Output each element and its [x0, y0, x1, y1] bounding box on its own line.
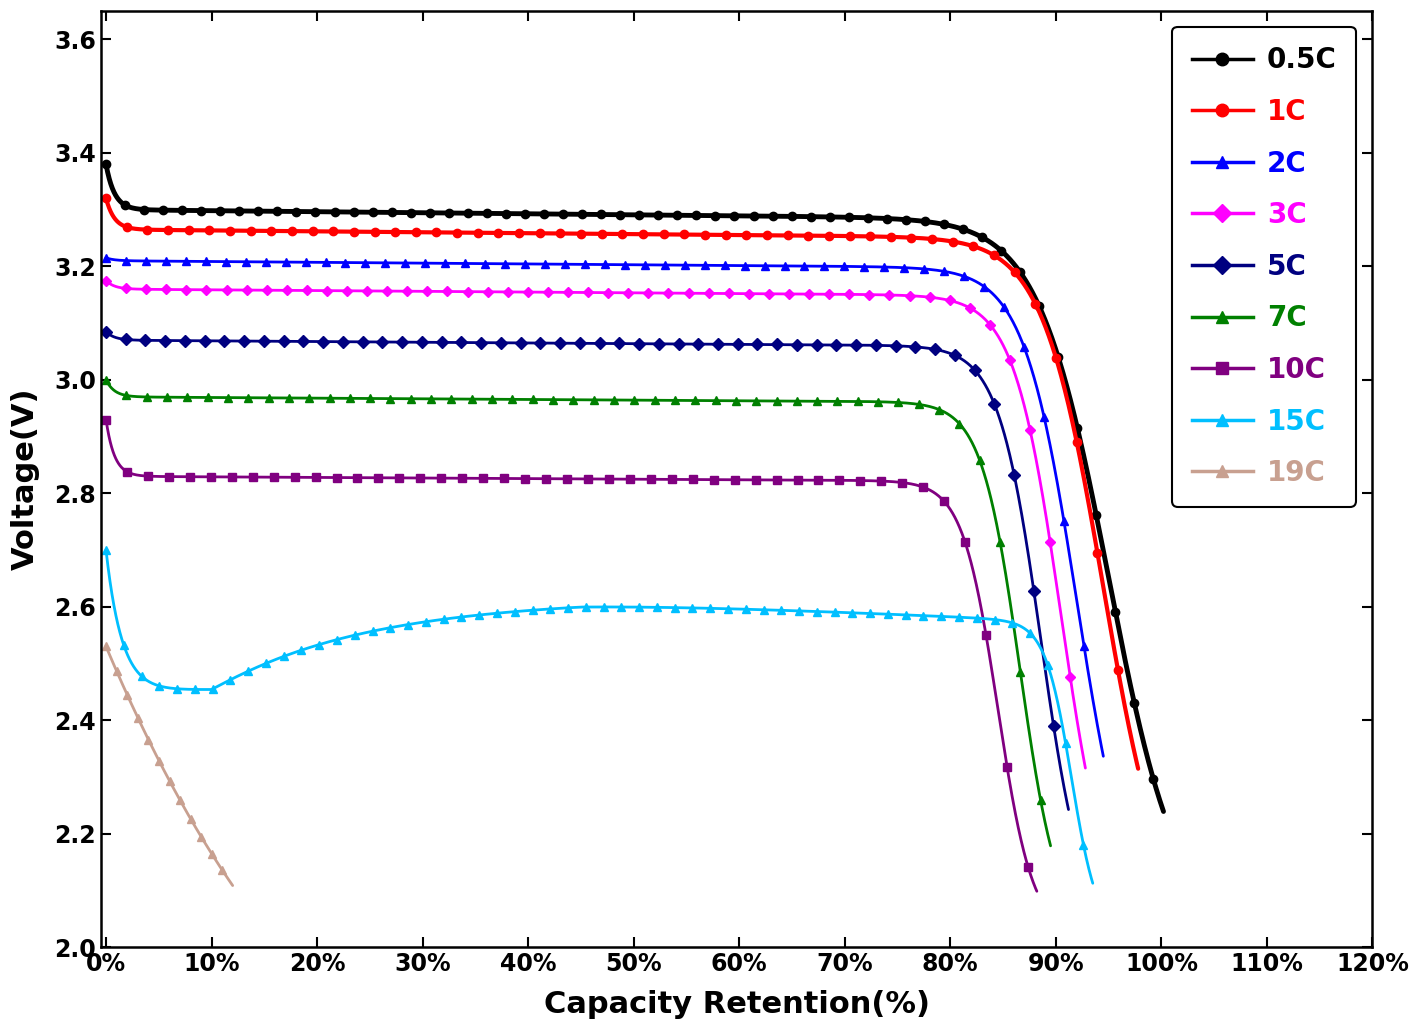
Line: 10C: 10C	[102, 415, 1041, 895]
1C	[910, 232, 927, 244]
15C	[1085, 878, 1102, 890]
7C	[1014, 682, 1031, 694]
2C	[1095, 750, 1112, 762]
15C	[1055, 729, 1072, 742]
Line: 2C: 2C	[102, 253, 1108, 760]
X-axis label: Capacity Retention(%): Capacity Retention(%)	[544, 990, 930, 1019]
2C	[883, 261, 900, 273]
15C	[551, 603, 568, 615]
5C	[1032, 631, 1049, 644]
0.5C	[1125, 690, 1142, 702]
15C	[98, 544, 115, 556]
3C	[548, 286, 565, 299]
Line: 19C: 19C	[102, 643, 237, 890]
10C	[525, 473, 542, 485]
1C	[98, 193, 115, 205]
3C	[1048, 581, 1065, 593]
10C	[1028, 885, 1045, 897]
Line: 0.5C: 0.5C	[102, 160, 1167, 816]
2C	[148, 254, 165, 267]
5C	[565, 337, 582, 349]
19C	[204, 850, 222, 862]
5C	[540, 337, 557, 349]
2C	[557, 258, 574, 270]
3C	[148, 283, 165, 296]
0.5C	[1154, 805, 1171, 818]
5C	[855, 339, 872, 351]
5C	[1059, 803, 1076, 816]
Line: 1C: 1C	[102, 194, 1142, 772]
Line: 15C: 15C	[102, 546, 1096, 888]
0.5C	[152, 204, 169, 216]
10C	[145, 470, 162, 482]
Line: 7C: 7C	[102, 376, 1055, 850]
Legend: 0.5C, 1C, 2C, 3C, 5C, 7C, 10C, 15C, 19C: 0.5C, 1C, 2C, 3C, 5C, 7C, 10C, 15C, 19C	[1173, 27, 1356, 507]
10C	[1001, 778, 1018, 790]
2C	[98, 251, 115, 264]
Y-axis label: Voltage(V): Voltage(V)	[11, 388, 40, 571]
7C	[146, 391, 163, 404]
5C	[98, 325, 115, 338]
2C	[1065, 577, 1082, 589]
3C	[869, 288, 886, 301]
0.5C	[1123, 688, 1140, 700]
3C	[98, 274, 115, 286]
1C	[1099, 609, 1116, 621]
2C	[582, 259, 599, 271]
0.5C	[612, 208, 629, 220]
15C	[578, 600, 595, 613]
7C	[531, 393, 548, 406]
1C	[151, 224, 168, 236]
10C	[1001, 775, 1018, 787]
19C	[212, 862, 229, 874]
10C	[831, 474, 848, 486]
19C	[173, 796, 190, 809]
10C	[550, 473, 567, 485]
5C	[146, 335, 163, 347]
2C	[1066, 580, 1083, 592]
Line: 3C: 3C	[102, 277, 1089, 771]
0.5C	[98, 158, 115, 170]
7C	[1042, 839, 1059, 852]
19C	[224, 880, 241, 892]
1C	[572, 228, 589, 240]
Line: 5C: 5C	[102, 328, 1072, 814]
19C	[175, 800, 192, 813]
1C	[1099, 606, 1116, 618]
0.5C	[930, 217, 947, 230]
19C	[172, 796, 189, 809]
19C	[98, 641, 115, 653]
15C	[875, 608, 892, 620]
7C	[98, 374, 115, 386]
3C	[574, 286, 591, 299]
15C	[148, 679, 165, 691]
7C	[1015, 685, 1032, 697]
3C	[1076, 762, 1093, 775]
1C	[599, 228, 616, 240]
7C	[841, 396, 858, 408]
7C	[557, 393, 574, 406]
10C	[98, 413, 115, 425]
5C	[1031, 628, 1048, 641]
0.5C	[584, 208, 601, 220]
3C	[1048, 578, 1065, 590]
15C	[1055, 726, 1072, 739]
1C	[1130, 762, 1147, 775]
19C	[98, 642, 115, 654]
